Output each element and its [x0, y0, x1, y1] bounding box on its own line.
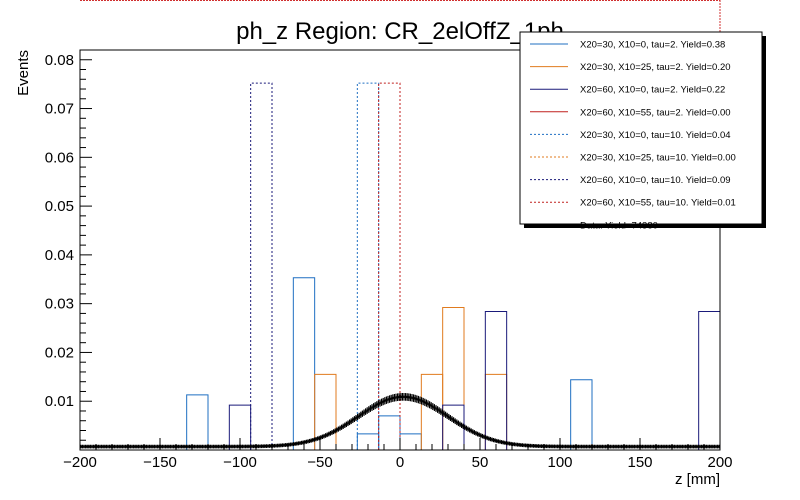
hist-bar-s6-b0 — [250, 82, 273, 450]
data-points — [79, 393, 721, 449]
y-tick-label-0: 0.01 — [45, 393, 74, 410]
hist-bar-s7-b0 — [378, 82, 401, 450]
y-tick-label-1: 0.02 — [45, 344, 74, 361]
hist-bar-s2-b0 — [228, 404, 252, 450]
y-axis: 0.01 0.02 0.03 0.04 0.05 0.06 0.07 0.08 — [45, 49, 92, 441]
y-tick-label-5: 0.06 — [45, 149, 74, 166]
x-axis-title: z [mm] — [675, 471, 720, 488]
hist-bar-s4-b0 — [356, 82, 380, 450]
x-tick-label-5: 50 — [472, 454, 489, 471]
legend-box — [519, 31, 763, 225]
x-tick-label-8: 200 — [707, 454, 732, 471]
hist-bar-s1-b2 — [442, 307, 465, 450]
x-tick-label-1: −150 — [143, 454, 177, 471]
legend: X20=30, X10=0, tau=2. Yield=0.38 X20=30, … — [519, 31, 766, 231]
hist-bar-s2-b2 — [484, 310, 508, 450]
y-tick-label-7: 0.08 — [45, 52, 74, 69]
hist-bar-s1-b0 — [314, 373, 337, 450]
legend-entry-5: X20=30, X10=25, tau=10. Yield=0.00 — [580, 153, 736, 164]
legend-entry-3: X20=60, X10=55, tau=2. Yield=0.00 — [580, 107, 731, 118]
hist-bar-s0-b5 — [570, 379, 593, 450]
x-tick-label-6: 100 — [547, 454, 572, 471]
histogram-bars — [186, 82, 721, 450]
legend-entry-1: X20=30, X10=25, tau=2. Yield=0.20 — [580, 62, 731, 73]
y-tick-label-4: 0.05 — [45, 198, 74, 215]
y-axis-title: Events — [15, 50, 32, 96]
x-tick-label-2: −100 — [223, 454, 257, 471]
x-tick-label-4: 0 — [396, 454, 404, 471]
legend-entry-4: X20=30, X10=0, tau=10. Yield=0.04 — [580, 130, 731, 141]
legend-entry-6: X20=60, X10=0, tau=10. Yield=0.09 — [580, 175, 731, 186]
hist-bar-s0-b0 — [186, 394, 209, 450]
legend-entry-2: X20=60, X10=0, tau=2. Yield=0.22 — [580, 85, 725, 96]
legend-entry-0: X20=30, X10=0, tau=2. Yield=0.38 — [580, 40, 725, 51]
hist-bar-s0-b1 — [292, 277, 316, 450]
x-tick-label-3: −50 — [307, 454, 332, 471]
legend-entry-8: Data. Yield=74380 — [580, 220, 658, 231]
legend-entry-7: X20=60, X10=55, tau=10. Yield=0.01 — [580, 198, 736, 209]
y-tick-label-3: 0.04 — [45, 247, 74, 264]
x-tick-label-7: 150 — [627, 454, 652, 471]
x-tick-label-0: −200 — [63, 454, 97, 471]
x-axis: −200 −150 −100 −50 0 50 100 150 200 — [63, 438, 733, 471]
chart-title: ph_z Region: CR_2elOffZ_1ph — [236, 18, 564, 45]
y-tick-label-2: 0.03 — [45, 296, 74, 313]
y-tick-label-6: 0.07 — [45, 101, 74, 118]
